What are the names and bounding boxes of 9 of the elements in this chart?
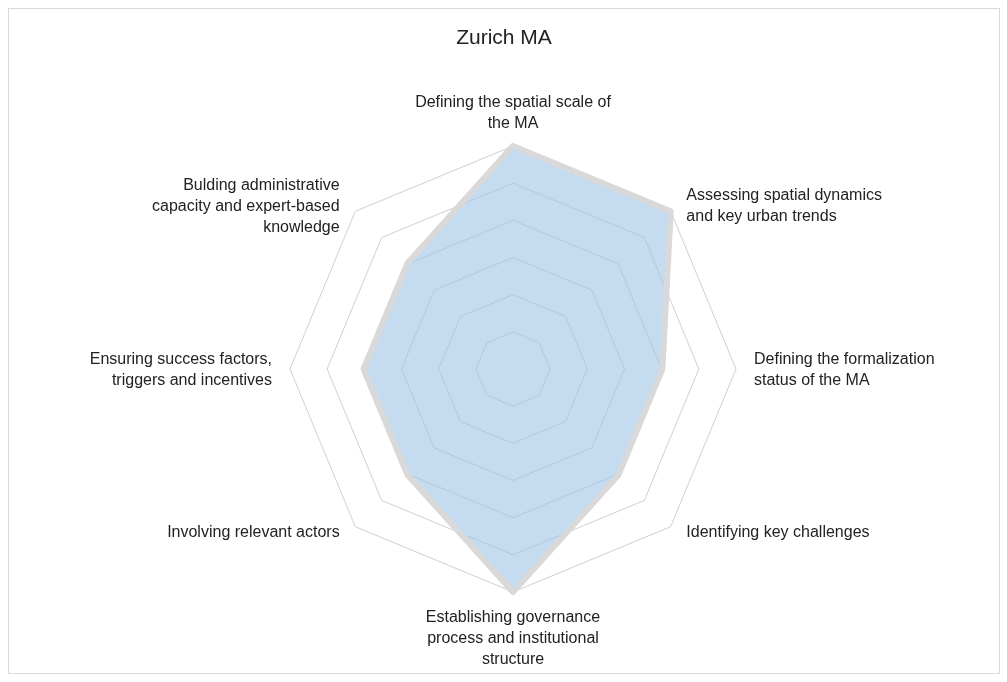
spoke-label: Ensuring success factors, triggers and incentives: [89, 349, 272, 388]
spoke-label: Bulding administrative capacity and expert-based knowledge: [151, 175, 340, 235]
spoke-label: Involving relevant actors: [167, 523, 340, 541]
spoke-label: Establishing governance process and institutional structure: [425, 608, 601, 667]
chart-title: Zurich MA: [455, 25, 553, 49]
spoke-label: Assessing spatial dynamics and key urban trends: [686, 186, 882, 225]
spoke-label: Identifying key challenges: [686, 523, 870, 541]
spoke-label: Defining the formalization status of the MA: [754, 349, 935, 388]
spoke-label: Defining the spatial scale of the MA: [415, 93, 612, 131]
